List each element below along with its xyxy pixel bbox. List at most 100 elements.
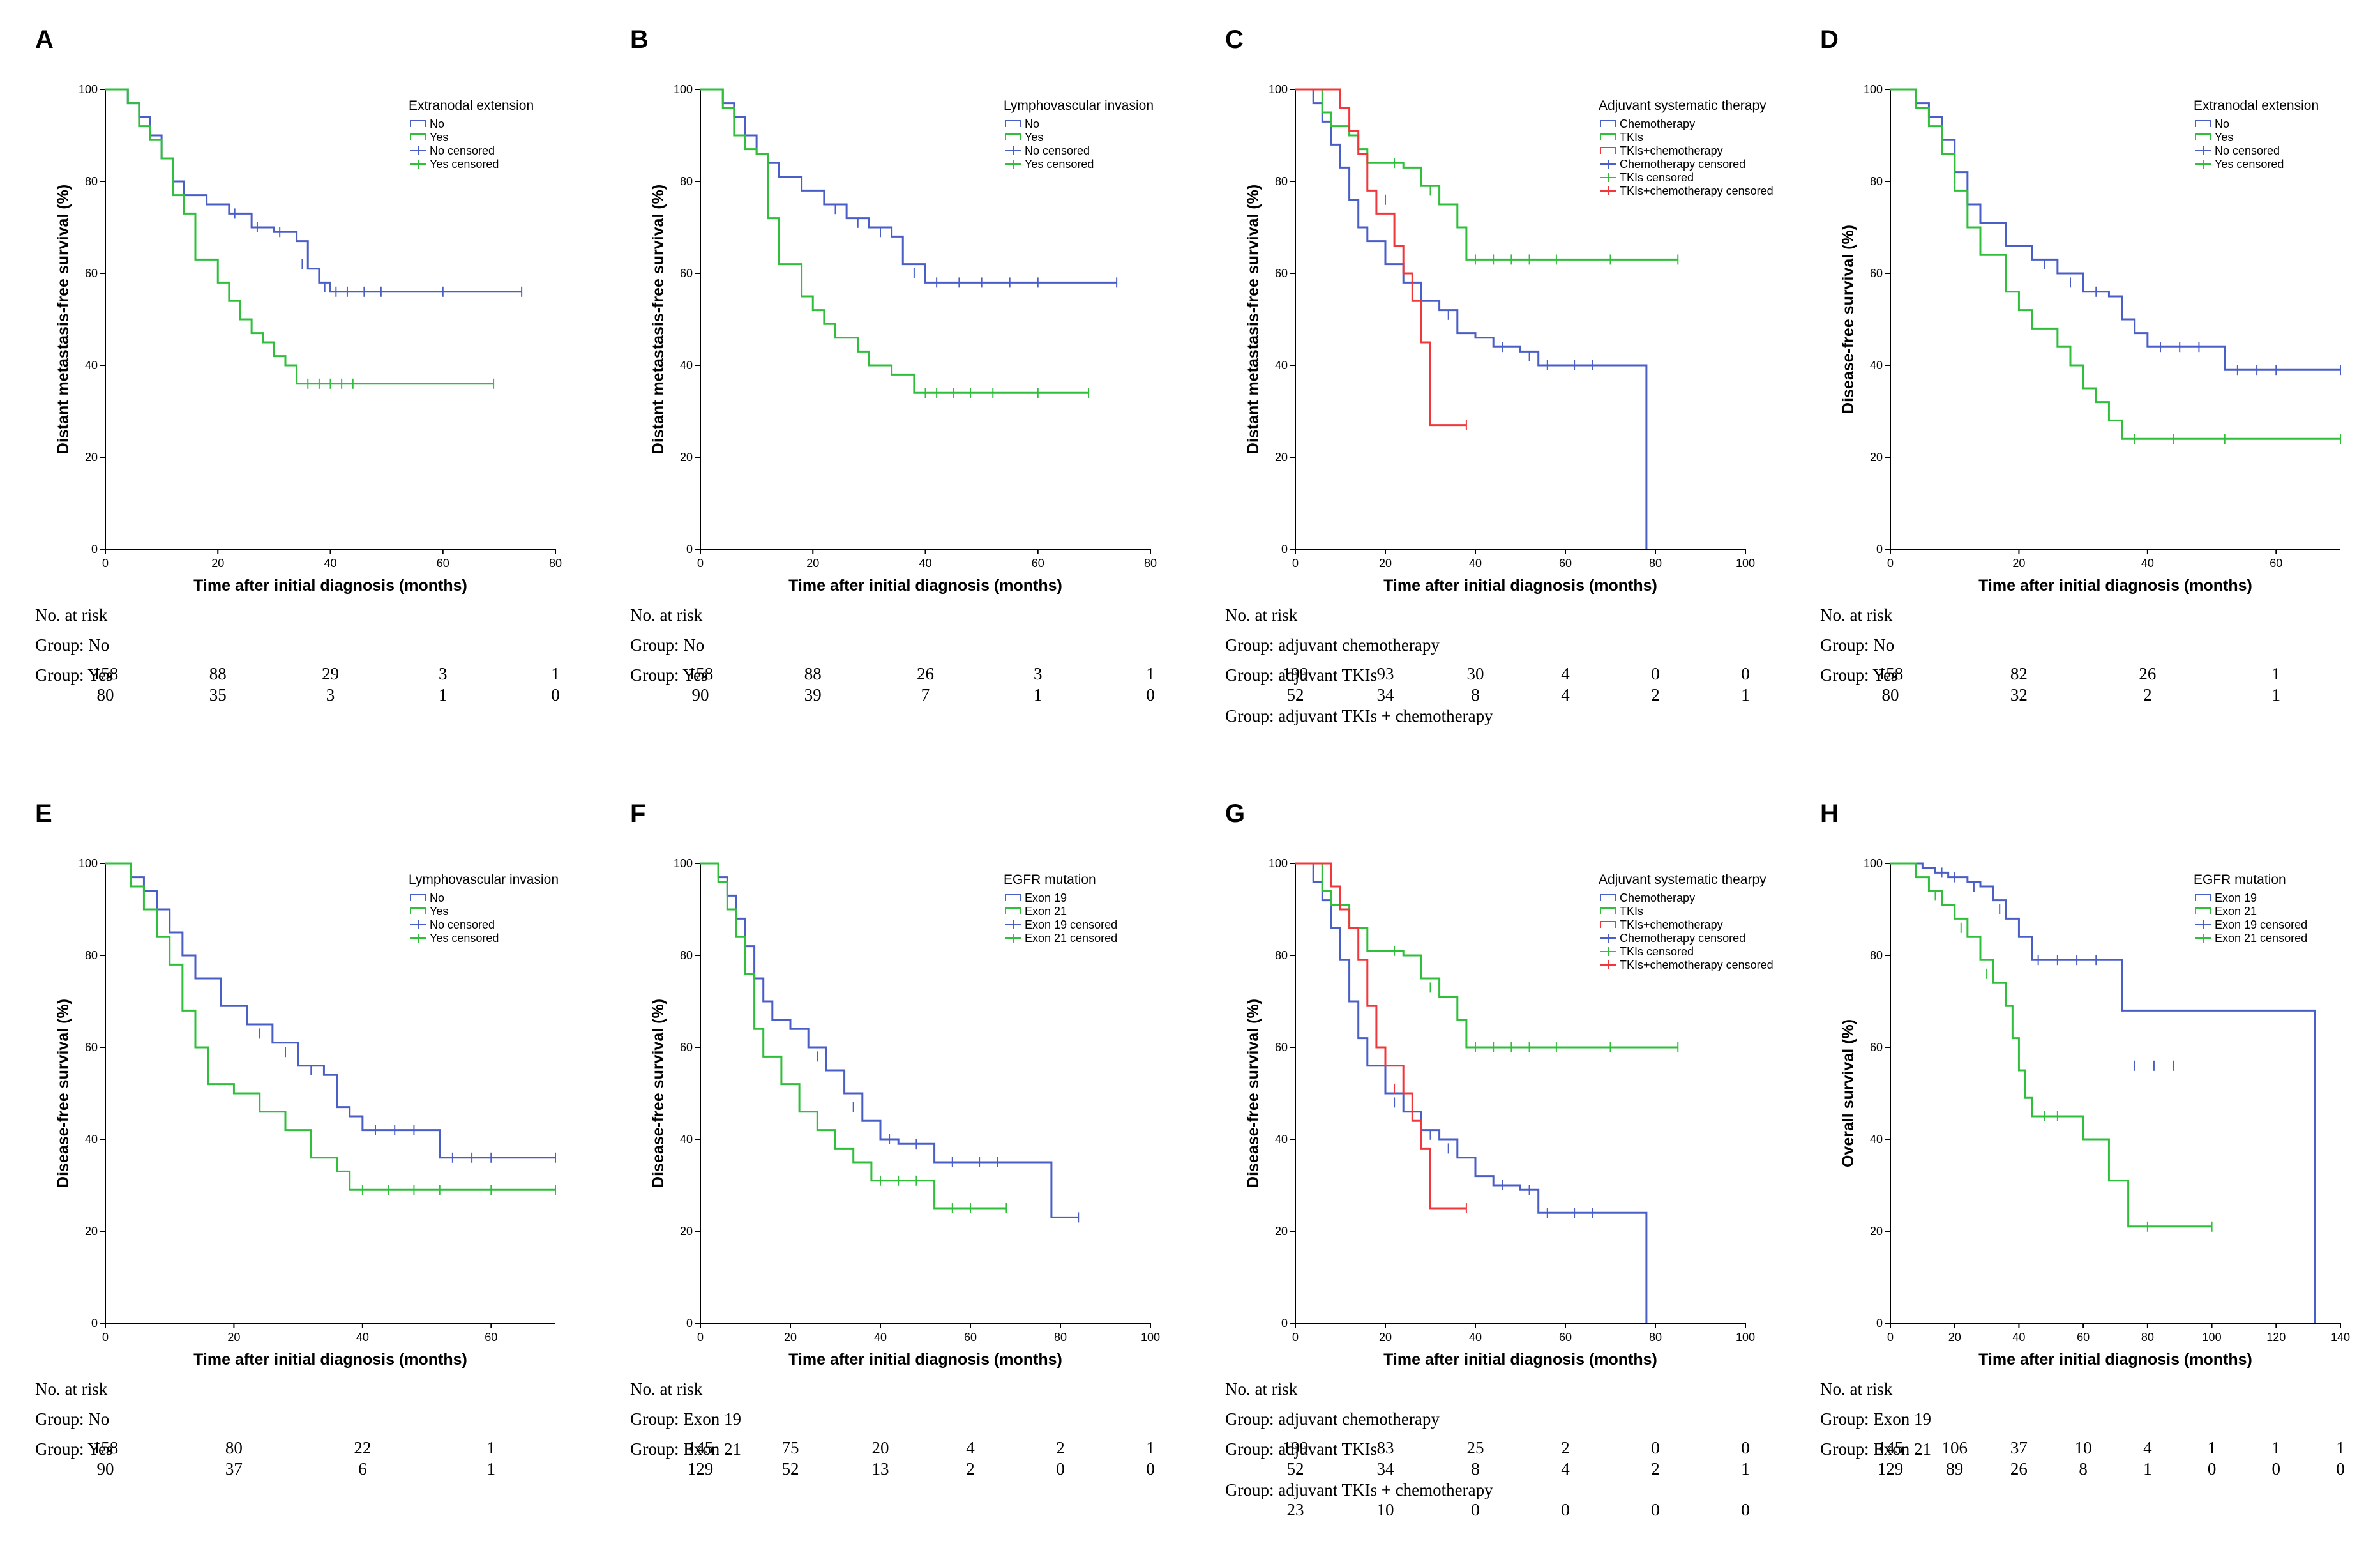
km-plot: A 0 20 40 60 80 100 0 20 40 60 80 Time after initial… [35,26,562,595]
risk-count: 0 [2271,1459,2281,1478]
y-tick-label: 40 [85,359,98,372]
risk-count: 52 [1286,1459,1304,1478]
risk-count: 2 [1561,1438,1570,1457]
legend-label: TKIs censored [1620,945,1694,958]
y-tick-label: 0 [686,543,693,556]
risk-count: 52 [1286,685,1304,704]
risk-count: 0 [1056,1459,1065,1478]
risk-table: No. at risk Group: adjuvant chemotherapy 1… [1190,1368,1785,1548]
x-tick-label: 100 [1141,1331,1160,1344]
y-tick-label: 0 [1876,543,1883,556]
risk-count: 8 [2079,1459,2088,1478]
legend-swatch [410,120,426,127]
x-axis-title: Time after initial diagnosis (months) [1383,577,1657,595]
legend-title: EGFR mutation [1004,872,1096,887]
legend-swatch [1600,120,1616,127]
risk-count: 1 [551,664,560,683]
legend-label: Chemotherapy [1620,892,1695,904]
risk-count: 2 [2143,685,2152,704]
legend-label: Yes [430,905,448,918]
x-tick-label: 40 [324,557,336,570]
panel-e: E 0 20 40 60 80 100 0 20 40 60 Time after initial d… [0,774,595,1548]
risk-group-label: Group: adjuvant TKIs [1225,1439,1377,1459]
x-tick-label: 60 [1032,557,1044,570]
legend-swatch [1005,133,1021,140]
y-tick-label: 80 [85,949,98,962]
risk-count: 34 [1376,685,1394,704]
y-axis-title: Distant metastasis-free survival (%) [649,185,667,454]
legend-title: Extranodal extension [2194,98,2319,113]
risk-table-heading: No. at risk [630,1379,703,1399]
series-chemotherapy-line [1295,88,1648,549]
y-tick-label: 20 [1275,451,1288,464]
y-tick-label: 0 [1281,543,1288,556]
legend-label: No censored [430,144,495,157]
legend-label: No [1025,118,1039,130]
x-tick-label: 20 [1379,557,1392,570]
x-axis-title: Time after initial diagnosis (months) [788,1351,1062,1369]
panel-a: A 0 20 40 60 80 100 0 20 40 60 80 Time after initial… [0,0,595,774]
legend-label: TKIs+chemotherapy [1620,144,1723,157]
y-tick-label: 20 [680,451,693,464]
x-tick-label: 40 [874,1331,887,1344]
risk-count: 0 [1741,664,1750,683]
legend-title: Adjuvant systematic therapy [1599,98,1766,113]
panel-label: A [35,26,54,54]
x-tick-label: 0 [102,557,109,570]
legend-swatch [410,133,426,140]
risk-count: 2 [1651,685,1660,704]
legend-swatch [1600,921,1616,928]
series-exon-19-line [1890,862,2316,1323]
risk-count: 1 [2207,1438,2217,1457]
x-tick-label: 40 [1469,557,1482,570]
x-axis-title: Time after initial diagnosis (months) [193,577,467,595]
risk-count: 80 [96,685,114,704]
legend-label: Yes [1025,131,1043,144]
x-tick-label: 20 [227,1331,240,1344]
x-tick-label: 60 [437,557,449,570]
y-tick-label: 100 [1864,857,1883,870]
panel-c: C 0 20 40 60 80 100 0 20 40 60 80 100 Time after init… [1190,0,1785,774]
risk-count: 4 [1561,685,1570,704]
legend-title: Extranodal extension [409,98,534,113]
y-tick-label: 20 [85,1225,98,1238]
x-axis-title: Time after initial diagnosis (months) [1383,1351,1657,1369]
legend-swatch [410,907,426,914]
legend-label: No censored [430,918,495,931]
legend-title: Lymphovascular invasion [1004,98,1154,113]
risk-count: 1 [2271,1438,2281,1457]
y-tick-label: 80 [1870,175,1883,188]
y-tick-label: 80 [680,175,693,188]
panel-g: G 0 20 40 60 80 100 0 20 40 60 80 100 Time after init… [1190,774,1785,1548]
x-tick-label: 20 [1948,1331,1961,1344]
risk-count: 1 [1146,1438,1155,1457]
series-yes-line [1890,88,2340,440]
risk-count: 8 [1471,1459,1480,1478]
risk-count: 1 [2271,685,2281,704]
panel-label: H [1820,800,1839,828]
legend-swatch [1600,907,1616,914]
y-tick-label: 100 [1864,83,1883,96]
risk-group-label: Group: adjuvant chemotherapy [1225,635,1440,655]
panel-label: F [630,800,645,828]
x-axis-title: Time after initial diagnosis (months) [193,1351,467,1369]
risk-count: 0 [1146,685,1155,704]
y-tick-label: 80 [85,175,98,188]
x-tick-label: 0 [697,1331,704,1344]
series-tkis-chemotherapy-line [1295,862,1466,1210]
legend-label: Yes censored [430,932,499,945]
risk-group-label: Group: Yes [1820,665,1898,685]
km-plot: D 0 20 40 60 80 100 0 20 40 60 Time after initial d… [1820,26,2341,595]
risk-count: 145 [1877,1438,1904,1457]
legend-label: Yes censored [430,158,499,171]
y-axis-title: Disease-free survival (%) [1839,225,1857,414]
y-tick-label: 100 [1269,857,1288,870]
risk-count: 1 [2143,1459,2152,1478]
y-axis-title: Disease-free survival (%) [54,999,72,1188]
legend-label: No [430,118,444,130]
risk-count: 199 [1282,664,1309,683]
y-axis-title: Distant metastasis-free survival (%) [1244,185,1262,454]
risk-count: 35 [209,685,227,704]
series-no-line [1890,88,2340,371]
